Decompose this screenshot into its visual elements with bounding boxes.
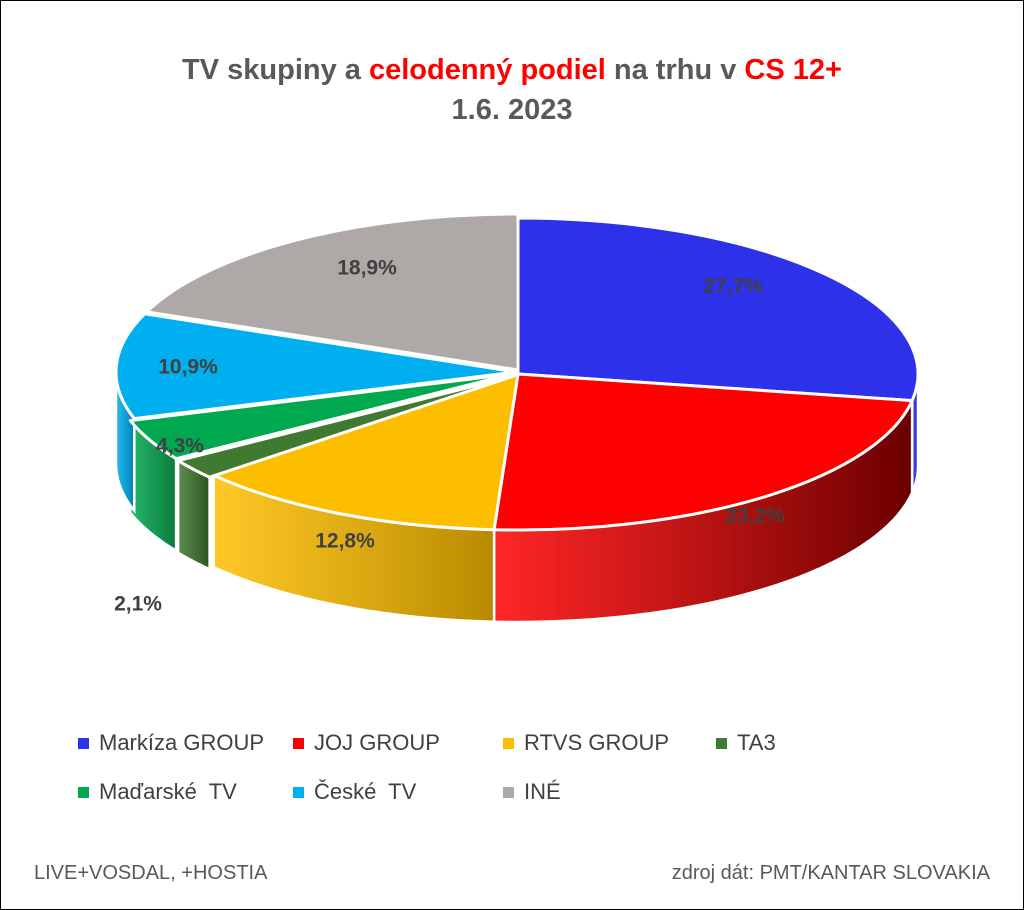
legend-label-joj: JOJ GROUP	[314, 730, 440, 755]
legend-swatch-ta3	[716, 737, 727, 749]
legend-label-madarske: Maďarské TV	[99, 779, 237, 804]
pie-slices	[114, 212, 920, 532]
legend-label-ta3: TA3	[737, 730, 776, 755]
title-highlight-2: CS 12+	[744, 54, 842, 86]
pie-slice-ine	[145, 212, 520, 372]
legend-item-ceske: České TV	[293, 777, 416, 807]
legend-item-ta3: TA3	[716, 728, 776, 758]
title-line-2: 1.6. 2023	[451, 94, 573, 126]
title-text-1: TV skupiny a	[182, 54, 369, 86]
chart-title: TV skupiny a celodenný podiel na trhu v …	[0, 50, 1024, 130]
legend-label-ceske: České TV	[314, 779, 417, 804]
data-label-ta3: 2,1%	[114, 593, 162, 616]
pie-slice-ta3	[176, 374, 516, 479]
data-label-madarske: 4,3%	[156, 435, 204, 458]
title-text-2: na trhu v	[605, 54, 745, 86]
data-label-markiza: 27,7%	[703, 275, 763, 298]
legend-item-joj: JOJ GROUP	[293, 728, 440, 758]
legend-swatch-joj	[293, 737, 304, 749]
pie-slice-rtvs	[212, 372, 520, 532]
data-label-ceske: 10,9%	[158, 356, 218, 379]
legend-item-rtvs: RTVS GROUP	[503, 728, 669, 758]
legend-item-madarske: Maďarské TV	[78, 777, 237, 807]
legend-swatch-ine	[503, 786, 514, 798]
title-line-1: TV skupiny a celodenný podiel na trhu v …	[0, 50, 1024, 90]
footer-source: zdroj dát: PMT/KANTAR SLOVAKIA	[671, 862, 990, 884]
legend-label-rtvs: RTVS GROUP	[524, 730, 670, 755]
footer-note-left: LIVE+VOSDAL, +HOSTIA	[34, 862, 268, 884]
legend-swatch-madarske	[78, 786, 89, 798]
pie-slice-joj	[492, 372, 914, 532]
legend-label-markiza: Markíza GROUP	[99, 730, 265, 755]
data-label-joj: 23,2%	[725, 505, 785, 528]
legend-item-ine: INÉ	[503, 777, 561, 807]
legend-swatch-ceske	[293, 786, 304, 798]
pie-slice-ceske	[114, 312, 518, 421]
legend-label-ine: INÉ	[524, 779, 561, 804]
legend-swatch-rtvs	[503, 737, 514, 749]
pie-data-labels: 27,7% 23,2% 12,8% 2,1% 4,3% 10,9% 18,9%	[114, 257, 785, 616]
pie-slice-markiza	[516, 216, 920, 403]
data-label-rtvs: 12,8%	[315, 530, 375, 553]
pie-slice-madarske	[128, 372, 514, 461]
legend-swatch-markiza	[78, 737, 89, 749]
legend-item-markiza: Markíza GROUP	[78, 728, 264, 758]
data-label-ine: 18,9%	[337, 257, 397, 280]
title-highlight-1: celodenný podiel	[368, 54, 606, 86]
pie-side-ta3	[176, 458, 211, 572]
